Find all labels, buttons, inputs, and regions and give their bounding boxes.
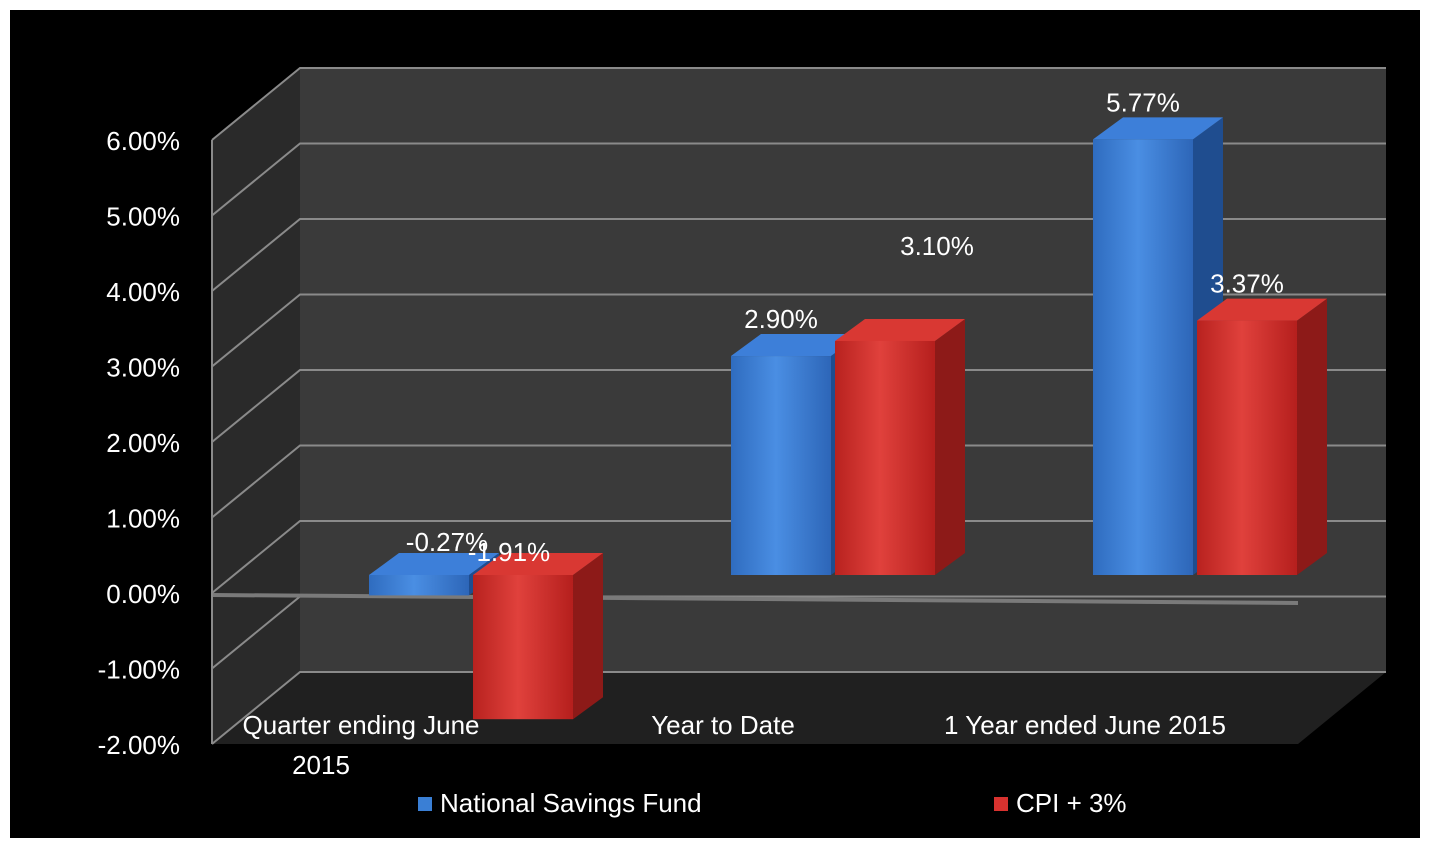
category-label: 2015 [292, 750, 350, 780]
bar [369, 575, 469, 596]
y-tick-label: 0.00% [106, 579, 180, 609]
bar [731, 356, 831, 575]
data-label: 2.90% [744, 304, 818, 334]
gridline [211, 369, 1386, 443]
gridline [211, 671, 1386, 745]
bar-top [1197, 298, 1327, 321]
bar-side [935, 318, 965, 575]
bars [369, 117, 1327, 720]
y-tick-label: -1.00% [98, 655, 180, 685]
gridline [211, 67, 1386, 141]
legend-swatch [994, 797, 1008, 811]
category-label: 1 Year ended June 2015 [944, 710, 1226, 740]
data-label: -1.91% [468, 537, 550, 567]
gridline [211, 444, 1386, 519]
data-label: -0.27% [406, 527, 488, 557]
bar-top [731, 334, 861, 357]
gridline [211, 520, 1386, 594]
x-axis: Quarter ending June 2015 Year to Date 1 Yea… [242, 710, 1225, 780]
legend-label: CPI + 3% [1016, 788, 1127, 818]
category-label: Year to Date [651, 710, 795, 740]
bar-top [369, 553, 499, 575]
bar [473, 575, 573, 720]
y-tick-label: 2.00% [106, 428, 180, 458]
legend-label: National Savings Fund [440, 788, 702, 818]
bar-top [473, 553, 603, 575]
y-tick-label: 5.00% [106, 202, 180, 232]
y-tick-label: -2.00% [98, 730, 180, 760]
bar [1197, 320, 1297, 575]
bar [1093, 139, 1193, 576]
y-tick-label: 4.00% [106, 277, 180, 307]
y-tick-label: 6.00% [106, 126, 180, 156]
y-tick-label: 3.00% [106, 353, 180, 383]
gridline [211, 142, 1386, 217]
bar-top [835, 318, 965, 341]
bar [835, 340, 935, 575]
legend-swatch [418, 797, 432, 811]
y-axis: 6.00% 5.00% 4.00% 3.00% 2.00% 1.00% 0.00% -1.00… [98, 126, 213, 760]
bar-side [573, 553, 603, 720]
data-labels: -0.27%-1.91% 2.90% 3.10% 5.77% 3.37% [406, 87, 1284, 567]
data-label: 3.37% [1210, 269, 1284, 299]
gridline [211, 293, 1386, 368]
legend: National Savings Fund CPI + 3% [418, 788, 1127, 818]
category-label: Quarter ending June [242, 710, 479, 740]
data-label: 5.77% [1106, 87, 1180, 117]
y-tick-label: 1.00% [106, 504, 180, 534]
data-label: 3.10% [900, 231, 974, 261]
bar-top [1093, 117, 1223, 140]
gridline [211, 218, 1386, 292]
bar-side [1297, 298, 1327, 575]
